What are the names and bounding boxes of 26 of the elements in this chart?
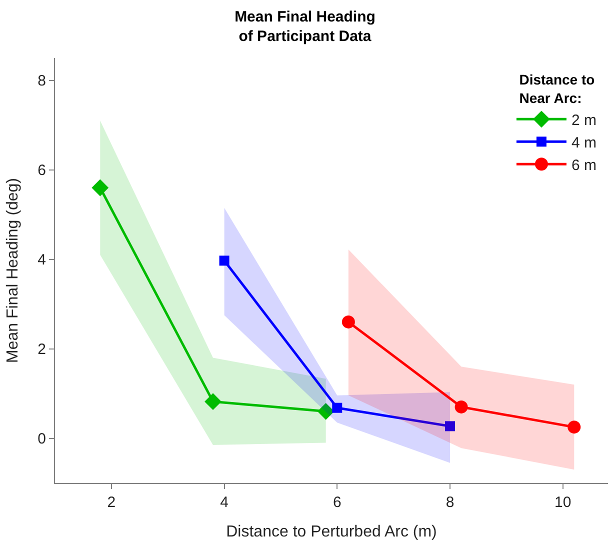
y-tick-label: 0 (38, 430, 46, 448)
point (568, 420, 581, 434)
point (445, 421, 455, 432)
y-tick-label: 2 (38, 341, 46, 358)
y-tick-label: 6 (38, 162, 46, 180)
x-tick-label: 2 (107, 494, 116, 511)
chart-title: Mean Final Heading of Participant Data (234, 8, 376, 46)
x-tick-label: 6 (332, 494, 342, 511)
point (454, 400, 468, 414)
legend-label: 6 m (571, 157, 596, 174)
x-tick-label: 10 (554, 494, 572, 511)
point (332, 402, 342, 413)
x-tick-label: 4 (220, 494, 228, 511)
point (342, 315, 355, 328)
legend-title: Distance to Near Arc: (519, 72, 595, 106)
y-axis-title: Mean Final Heading (deg) (4, 178, 22, 363)
point (92, 179, 109, 196)
y-tick-label: 8 (38, 72, 46, 90)
x-tick-label: 8 (446, 494, 454, 511)
point (219, 256, 230, 266)
legend-label: 4 m (571, 134, 596, 152)
point (317, 402, 334, 420)
y-tick-label: 4 (38, 252, 46, 269)
x-axis-title: Distance to Perturbed Arc (m) (226, 524, 437, 541)
legend-label: 2 m (571, 112, 596, 129)
point (204, 393, 222, 410)
